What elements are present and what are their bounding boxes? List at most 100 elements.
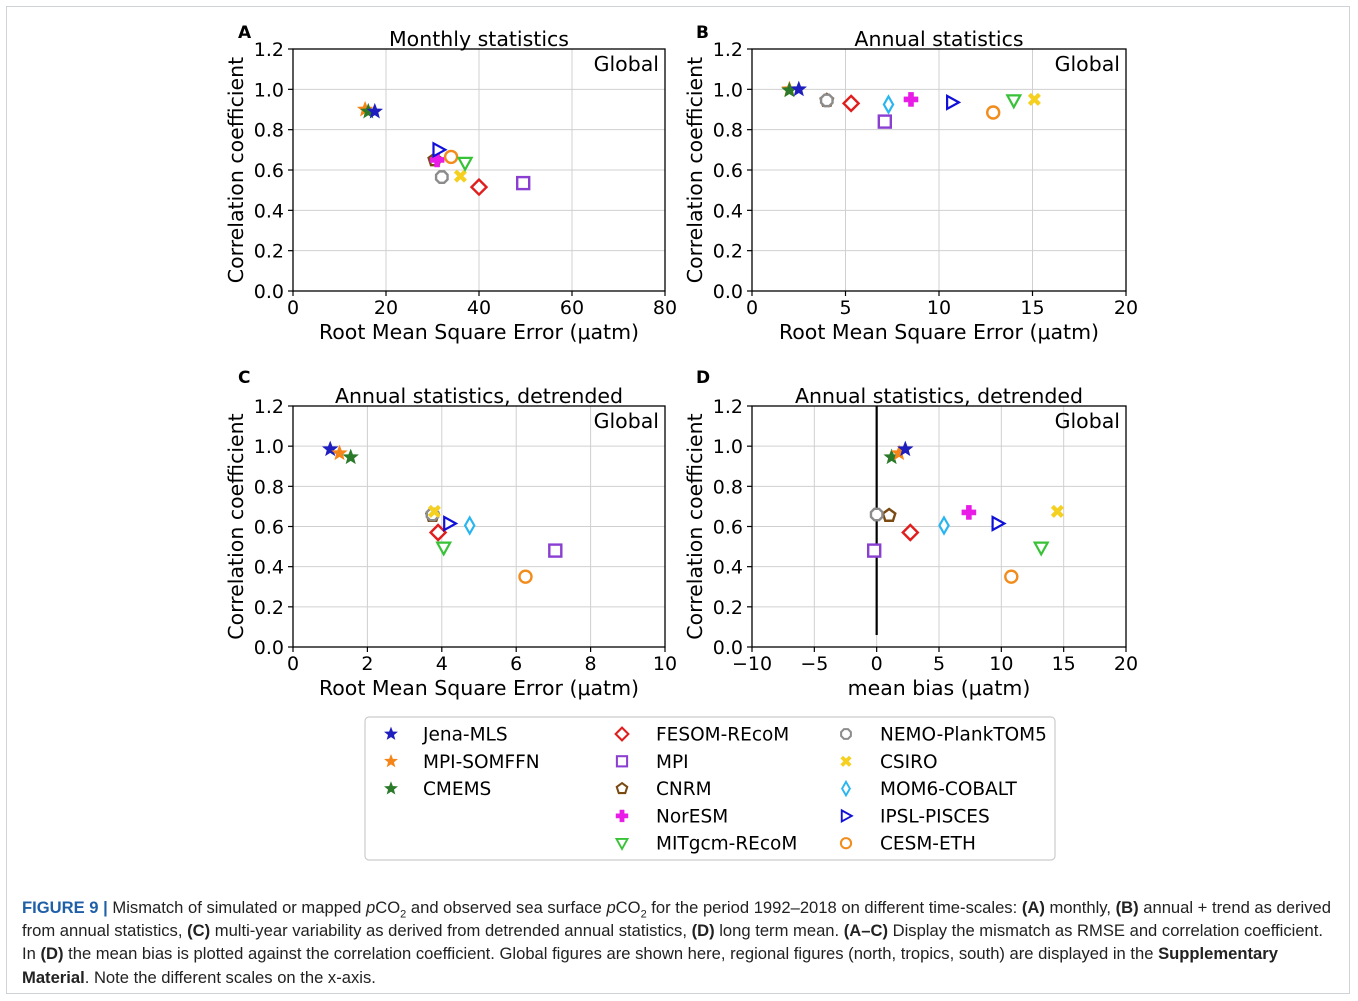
data-point-jena-mls — [322, 440, 339, 457]
pentagon-icon — [615, 781, 629, 795]
data-point-mom6-cobalt — [882, 94, 895, 115]
caption-text: CO — [615, 898, 641, 917]
data-point-nemo-planktom5 — [869, 507, 884, 522]
data-point-nemo-planktom5 — [434, 170, 449, 185]
caption-text: Mismatch of simulated or mapped — [107, 898, 367, 917]
y-tick-label: 0.2 — [254, 241, 284, 263]
y-tick-label: 0.2 — [713, 241, 743, 263]
legend-item-cesm-eth: CESM-ETH — [839, 834, 976, 855]
y-tick-label: 1.2 — [713, 396, 743, 418]
legend-item-mpi: MPI — [615, 752, 689, 773]
x-tick-label: 6 — [510, 653, 522, 675]
caption-bold: (C) — [187, 921, 211, 941]
data-point-fesom-recom — [469, 177, 489, 197]
data-point-jena-mls — [366, 102, 383, 119]
chart-title: Annual statistics — [854, 27, 1023, 51]
x-axis-label: Root Mean Square Error (μatm) — [319, 320, 639, 344]
legend-item-mom6-cobalt: MOM6-COBALT — [841, 779, 1018, 800]
x-tick-label: 5 — [933, 653, 945, 675]
legend-label: IPSL-PISCES — [880, 806, 990, 827]
chart-panel-d: −10 −5 0 5 10 15 20 0.0 0.2 0.4 0.6 0.8 1.0 1.2 Annual… — [683, 368, 1138, 700]
data-point-mpi-somffn — [331, 444, 348, 461]
caption-link-supplementary[interactable]: Supplementary Material — [22, 944, 1278, 987]
y-tick-label: 0.4 — [254, 557, 284, 579]
caption-text: monthly, — [1044, 898, 1116, 917]
chart-panel-c: 0 2 4 6 8 10 0.0 0.2 0.4 0.6 0.8 1.0 1.2 Annual stati… — [224, 368, 677, 700]
caption-text: the mean bias is plotted against the cor… — [63, 944, 1159, 964]
y-tick-label: 0.8 — [254, 476, 284, 498]
data-point-mitgcm-recom — [1005, 94, 1023, 110]
y-tick-label: 0.8 — [713, 120, 743, 142]
data-point-fesom-recom — [901, 523, 920, 542]
y-tick-label: 1.0 — [713, 79, 743, 101]
data-point-mitgcm-recom — [1032, 541, 1050, 557]
legend-label: MPI-SOMFFN — [423, 752, 540, 773]
data-point-mitgcm-recom — [435, 541, 453, 557]
caption-text: . Note the different scales on the x-axi… — [84, 967, 376, 987]
y-tick-label: 0.0 — [713, 637, 743, 659]
x-axis-label: Root Mean Square Error (μatm) — [779, 320, 1099, 344]
data-point-cesm-eth — [443, 149, 459, 165]
data-point-mitgcm-recom — [456, 156, 474, 172]
figure-frame — [6, 6, 1350, 994]
legend-label: NEMO-PlankTOM5 — [880, 725, 1047, 746]
caption-text: CO — [375, 898, 401, 917]
data-point-fesom-recom — [841, 94, 861, 113]
data-point-mom6-cobalt — [463, 515, 476, 536]
data-point-csiro — [427, 504, 441, 518]
chart-title: Monthly statistics — [389, 27, 569, 51]
panel-letter: C — [238, 368, 250, 388]
x-tick-label: 10 — [989, 653, 1013, 675]
data-point-noresm — [903, 92, 919, 107]
legend-label: NorESM — [656, 806, 728, 827]
data-point-mpi — [548, 543, 563, 558]
y-tick-label: 0.4 — [713, 557, 743, 579]
panel-letter: B — [696, 23, 709, 43]
panel-letter: A — [238, 23, 252, 43]
data-point-cesm-eth — [986, 105, 1001, 120]
data-point-ipsl-pisces — [991, 515, 1007, 532]
legend-item-noresm: NorESM — [615, 806, 728, 827]
x-tick-label: 20 — [1114, 653, 1138, 675]
data-point-ipsl-pisces — [945, 94, 962, 111]
x-tick-label: 15 — [1052, 653, 1076, 675]
x-tick-label: 8 — [585, 653, 597, 675]
thin-diamond-icon — [841, 779, 851, 798]
legend-item-nemo-planktom5: NEMO-PlankTOM5 — [840, 725, 1047, 746]
legend-item-cnrm: CNRM — [615, 779, 712, 800]
caption-text: and observed sea surface — [406, 898, 607, 917]
caption-text: annual + trend as derived from annual st… — [22, 898, 1331, 941]
y-tick-label: 0.0 — [254, 281, 284, 303]
figure-canvas: 0 20 40 60 800.00.20.40.60.81.01.2 Monthly st… — [224, 23, 1138, 861]
data-point-ipsl-pisces — [432, 141, 448, 159]
x-axis-label: Root Mean Square Error (μatm) — [319, 676, 639, 700]
data-point-cesm-eth — [518, 569, 533, 584]
caption-bold: (A–C) — [843, 921, 888, 941]
caption-subscript: 2 — [400, 908, 407, 921]
y-tick-label: 1.2 — [713, 39, 743, 61]
caption-bold: (D) — [40, 944, 64, 964]
y-axis-label: Correlation coefficient — [683, 57, 707, 283]
y-tick-label: 1.2 — [254, 39, 284, 61]
star-icon — [384, 781, 398, 795]
region-label: Global — [1055, 52, 1120, 76]
x-tick-label: 10 — [653, 653, 677, 675]
data-point-jena-mls — [897, 440, 914, 457]
data-point-mom6-cobalt — [938, 515, 950, 536]
data-point-jena-mls — [790, 80, 807, 97]
caption-text: Display the mismatch as RMSE and correla… — [22, 921, 1324, 964]
caption-bold: (B) — [1115, 898, 1139, 917]
x-tick-label: 10 — [927, 297, 951, 319]
y-tick-label: 0.6 — [713, 160, 743, 182]
y-tick-label: 0.8 — [254, 120, 284, 142]
caption-bold: (A) — [1021, 898, 1045, 917]
legend-label: FESOM-REcoM — [656, 725, 789, 746]
data-point-mpi — [516, 175, 531, 191]
x-icon — [840, 755, 852, 767]
x-axis-label: mean bias (μatm) — [848, 676, 1031, 700]
legend-item-fesom-recom: FESOM-REcoM — [614, 725, 789, 746]
triangle-down-icon — [614, 838, 630, 851]
y-tick-label: 0.0 — [713, 281, 743, 303]
legend-box — [364, 716, 1056, 861]
chart-title: Annual statistics, detrended — [335, 384, 623, 408]
